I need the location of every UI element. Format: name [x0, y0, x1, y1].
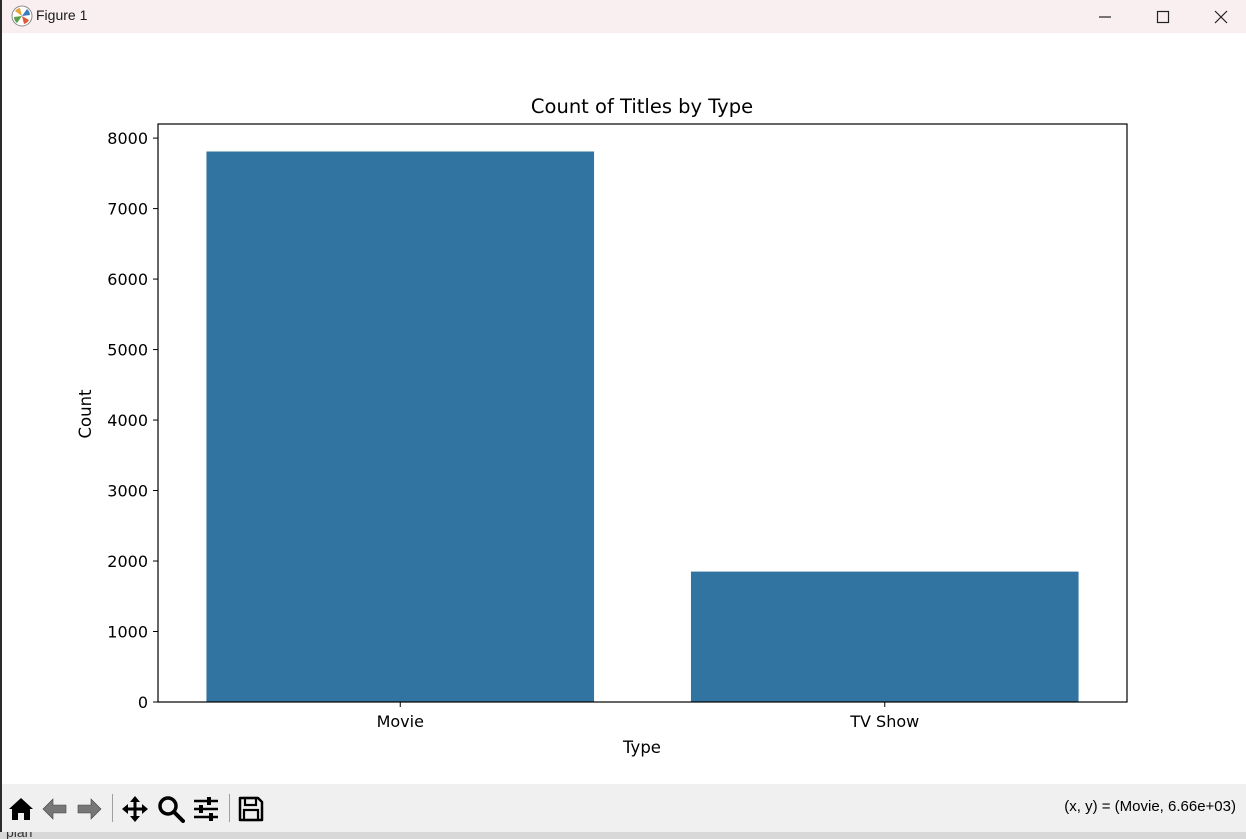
x-axis-label: Type — [622, 738, 661, 757]
zoom-icon — [158, 796, 185, 823]
maximize-button[interactable] — [1134, 0, 1192, 33]
forward-button[interactable] — [72, 792, 106, 826]
toolbar-separator — [229, 794, 230, 822]
home-button[interactable] — [4, 792, 38, 826]
bar-tv-show — [690, 571, 1079, 702]
back-button[interactable] — [38, 792, 72, 826]
y-tick-label: 1000 — [107, 623, 148, 642]
background-text: plan — [6, 832, 32, 839]
y-axis-label: Count — [76, 389, 95, 439]
pan-button[interactable] — [118, 792, 152, 826]
bar-movie — [206, 151, 595, 702]
background-window-strip: plan — [0, 832, 1246, 839]
configure-subplots-button[interactable] — [189, 792, 223, 826]
x-tick-label: Movie — [377, 712, 424, 731]
plot-frame — [157, 123, 1128, 703]
toolbar-separator — [112, 794, 113, 822]
navigation-toolbar: (x, y) = (Movie, 6.66e+03) — [2, 784, 1246, 832]
x-axis: Movie TV Show — [377, 702, 919, 731]
forward-icon — [77, 798, 102, 820]
y-tick-label: 0 — [138, 693, 148, 712]
y-tick-label: 8000 — [107, 129, 148, 148]
home-icon — [9, 798, 33, 820]
chart-title: Count of Titles by Type — [531, 95, 753, 118]
save-button[interactable] — [234, 792, 268, 826]
close-button[interactable] — [1192, 0, 1246, 33]
x-tick-label: TV Show — [849, 712, 919, 731]
title-bar[interactable]: Figure 1 — [2, 0, 1246, 33]
window-title: Figure 1 — [36, 7, 88, 23]
maximize-icon — [1156, 10, 1170, 23]
y-tick-label: 2000 — [107, 552, 148, 571]
figure-canvas[interactable]: Count of Titles by Type 0 1000 2000 3000 400… — [2, 33, 1246, 784]
minimize-button[interactable] — [1076, 0, 1134, 33]
window-left-edge — [0, 0, 2, 839]
matplotlib-app-icon — [11, 5, 33, 27]
zoom-button[interactable] — [154, 792, 188, 826]
y-tick-label: 4000 — [107, 411, 148, 430]
y-tick-label: 5000 — [107, 341, 148, 360]
y-tick-label: 6000 — [107, 270, 148, 289]
pan-icon — [122, 796, 148, 822]
bars-group — [206, 151, 1079, 702]
configure-subplots-icon — [194, 797, 218, 821]
y-axis: 0 1000 2000 3000 4000 5000 6000 7000 8000 — [107, 129, 158, 712]
cursor-coordinates: (x, y) = (Movie, 6.66e+03) — [1064, 798, 1236, 815]
y-tick-label: 3000 — [107, 482, 148, 501]
save-icon — [238, 796, 264, 822]
back-icon — [42, 798, 67, 820]
bar-chart: Count of Titles by Type 0 1000 2000 3000 400… — [76, 95, 1128, 757]
close-icon — [1214, 10, 1228, 23]
y-tick-label: 7000 — [107, 200, 148, 219]
minimize-icon — [1099, 15, 1111, 18]
